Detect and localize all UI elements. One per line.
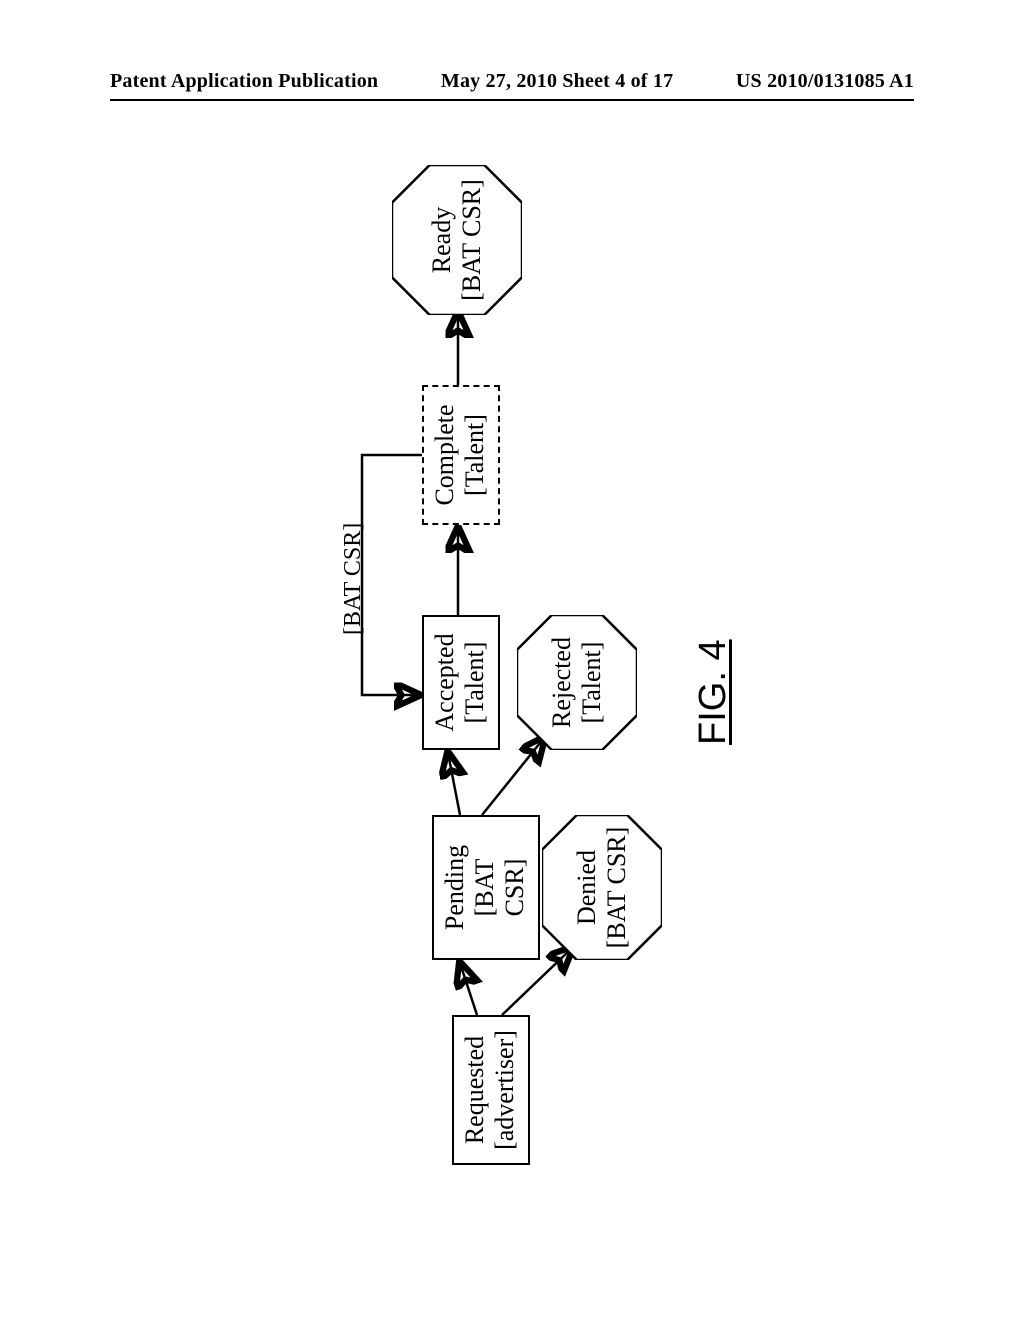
node-complete-actor: [Talent] — [460, 397, 490, 513]
header-center: May 27, 2010 Sheet 4 of 17 — [441, 70, 673, 93]
header-rule — [110, 99, 914, 101]
node-ready-title: Ready — [427, 207, 457, 273]
page-header: Patent Application Publication May 27, 2… — [0, 70, 1024, 101]
node-requested-actor: [advertiser] — [490, 1027, 520, 1153]
flowchart-diagram: Requested [advertiser] Pending [BAT CSR]… — [282, 165, 742, 1165]
edge-return — [362, 455, 422, 695]
node-denied-title: Denied — [572, 850, 602, 925]
node-complete-title: Complete — [430, 397, 460, 513]
node-denied: Denied [BAT CSR] — [542, 815, 662, 960]
edge-return-label: [BAT CSR] — [340, 523, 367, 635]
node-accepted-actor: [Talent] — [460, 627, 490, 738]
node-ready-actor: [BAT CSR] — [457, 179, 487, 301]
node-rejected-title: Rejected — [547, 637, 577, 728]
node-rejected: Rejected [Talent] — [517, 615, 637, 750]
node-requested-title: Requested — [460, 1027, 490, 1153]
node-ready: Ready [BAT CSR] — [392, 165, 522, 315]
node-pending-actor: [BAT CSR] — [470, 827, 530, 948]
edge-pend-accept — [448, 753, 460, 815]
node-pending: Pending [BAT CSR] — [432, 815, 540, 960]
node-rejected-actor: [Talent] — [577, 642, 607, 724]
node-accepted-title: Accepted — [430, 627, 460, 738]
node-pending-title: Pending — [440, 827, 470, 948]
node-accepted: Accepted [Talent] — [422, 615, 500, 750]
figure-area: Requested [advertiser] Pending [BAT CSR]… — [112, 140, 912, 1190]
header-left: Patent Application Publication — [110, 70, 378, 93]
node-requested: Requested [advertiser] — [452, 1015, 530, 1165]
node-complete: Complete [Talent] — [422, 385, 500, 525]
edge-req-pending — [460, 963, 477, 1015]
node-denied-actor: [BAT CSR] — [602, 827, 632, 949]
header-right: US 2010/0131085 A1 — [736, 70, 914, 93]
figure-caption: FIG. 4 — [692, 639, 735, 745]
